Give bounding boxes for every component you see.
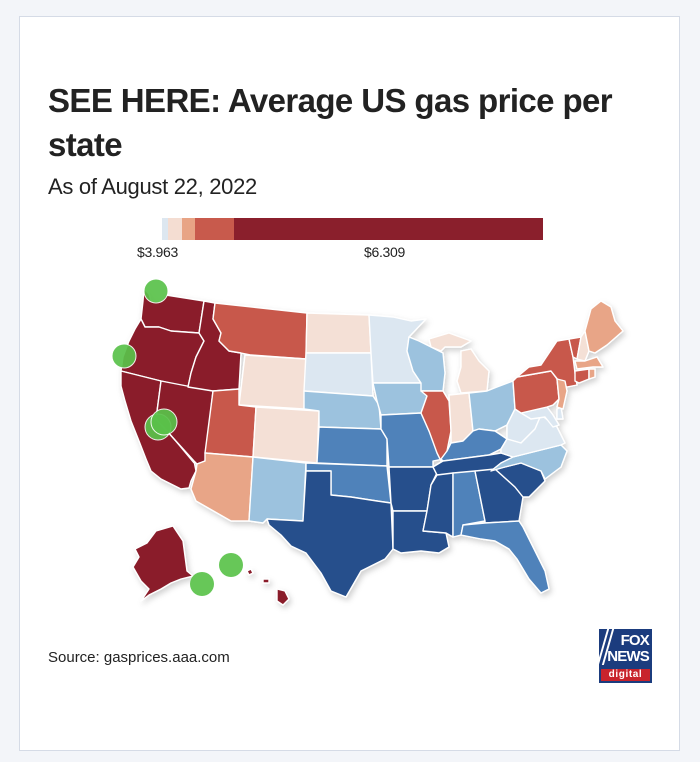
chart-subtitle: As of August 22, 2022 <box>48 174 257 199</box>
state-VA[interactable] <box>500 414 566 458</box>
state-ME[interactable] <box>584 300 624 354</box>
state-CO[interactable] <box>252 406 320 464</box>
state-KS[interactable] <box>316 426 388 467</box>
state-PA[interactable] <box>512 370 560 414</box>
state-MA[interactable] <box>574 356 604 370</box>
logo-digital-text: digital <box>601 669 650 681</box>
legend-segment-4 <box>195 218 234 240</box>
state-AK[interactable] <box>132 525 194 602</box>
legend-min-label: $3.963 <box>137 244 179 260</box>
state-IL[interactable] <box>420 390 452 462</box>
color-legend <box>162 218 543 240</box>
state-RI[interactable] <box>588 368 596 380</box>
us-map <box>20 17 681 752</box>
chart-title: SEE HERE: Average US gas price per state <box>48 82 613 163</box>
markers <box>111 278 243 596</box>
marker-wa[interactable] <box>143 278 169 304</box>
marker-or[interactable] <box>111 343 137 369</box>
legend-max-label: $6.309 <box>364 244 406 260</box>
state-IA[interactable] <box>372 382 428 416</box>
legend-segment-1 <box>162 218 168 240</box>
state-HI-islands-2[interactable] <box>262 578 270 584</box>
fox-news-digital-logo: FOX NEWS digital <box>599 629 652 683</box>
state-NM[interactable] <box>248 456 307 524</box>
state-MI[interactable] <box>428 332 472 352</box>
state-ND[interactable] <box>305 312 372 354</box>
state-SD[interactable] <box>303 352 374 397</box>
legend-segment-2 <box>168 218 182 240</box>
state-WY[interactable] <box>238 354 307 410</box>
legend-segment-3 <box>182 218 195 240</box>
logo-fox-text: FOX <box>620 632 650 649</box>
state-HI-islands[interactable] <box>246 568 254 576</box>
state-AZ[interactable] <box>190 452 254 522</box>
state-HI[interactable] <box>276 588 290 606</box>
marker-hi-2[interactable] <box>190 572 214 596</box>
marker-hi-1[interactable] <box>219 553 243 577</box>
state-NJ[interactable] <box>556 378 568 410</box>
chart-card: SEE HERE: Average US gas price per state… <box>19 16 680 751</box>
source-note: Source: gasprices.aaa.com <box>48 649 230 666</box>
state-TX[interactable] <box>266 470 394 598</box>
logo-news-text: NEWS <box>607 648 650 665</box>
state-MD[interactable] <box>520 406 560 428</box>
marker-ca-2[interactable] <box>150 408 178 436</box>
state-MI-lower[interactable] <box>456 348 490 394</box>
legend-segment-5 <box>234 218 543 240</box>
state-CT[interactable] <box>574 368 590 384</box>
state-FL[interactable] <box>460 520 550 594</box>
